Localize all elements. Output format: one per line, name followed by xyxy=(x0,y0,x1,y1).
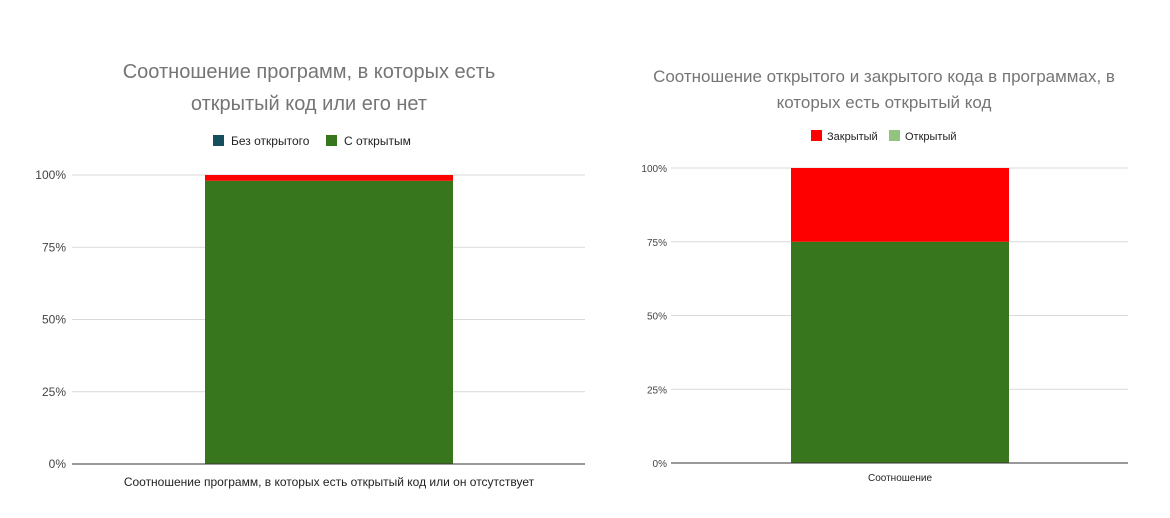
legend-swatch-series-2 xyxy=(326,135,337,146)
legend-label-series-1: Без открытого xyxy=(231,134,310,148)
bar-segment-series-1 xyxy=(791,168,1009,242)
y-tick-label: 0% xyxy=(49,457,67,471)
x-category-label: Соотношение xyxy=(868,473,932,484)
y-tick-label: 25% xyxy=(42,385,66,399)
y-tick-label: 50% xyxy=(42,313,66,327)
chart-title-line-1: Соотношение программ, в которых есть xyxy=(123,61,496,83)
x-category-label: Соотношение программ, в которых есть отк… xyxy=(124,475,535,489)
y-axis-tick-labels: 0% 25% 50% 75% 100% xyxy=(641,164,667,470)
y-axis-tick-labels: 0% 25% 50% 75% 100% xyxy=(35,168,66,471)
bar-segment-series-2 xyxy=(791,241,1009,463)
y-tick-label: 75% xyxy=(42,240,66,254)
legend-swatch-series-1 xyxy=(811,130,822,141)
legend-swatch-series-1 xyxy=(213,135,224,146)
y-tick-label: 75% xyxy=(647,238,667,249)
chart-title-line-2: открытый код или его нет xyxy=(191,93,427,115)
chart-title-line-2: которых есть открытый код xyxy=(777,93,992,112)
chart-open-closed-ratio: Соотношение открытого и закрытого кода в… xyxy=(641,67,1128,484)
legend: Без открытого С открытым xyxy=(213,134,411,148)
y-tick-label: 100% xyxy=(35,168,66,182)
legend-label-series-2: Открытый xyxy=(905,131,957,143)
bars xyxy=(205,175,453,464)
y-tick-label: 100% xyxy=(641,164,667,175)
bars xyxy=(791,168,1009,463)
y-tick-label: 50% xyxy=(647,312,667,323)
legend-label-series-2: С открытым xyxy=(344,134,411,148)
y-tick-label: 25% xyxy=(647,385,667,396)
legend-swatch-series-2 xyxy=(889,130,900,141)
legend-label-series-1: Закрытый xyxy=(827,131,878,143)
y-tick-label: 0% xyxy=(653,459,668,470)
bar-segment-series-1 xyxy=(205,175,453,181)
bar-segment-series-2 xyxy=(205,180,453,464)
chart-title-line-1: Соотношение открытого и закрытого кода в… xyxy=(653,67,1115,86)
chart-open-code-presence: Соотношение программ, в которых есть отк… xyxy=(35,61,585,489)
legend: Закрытый Открытый xyxy=(811,130,957,143)
